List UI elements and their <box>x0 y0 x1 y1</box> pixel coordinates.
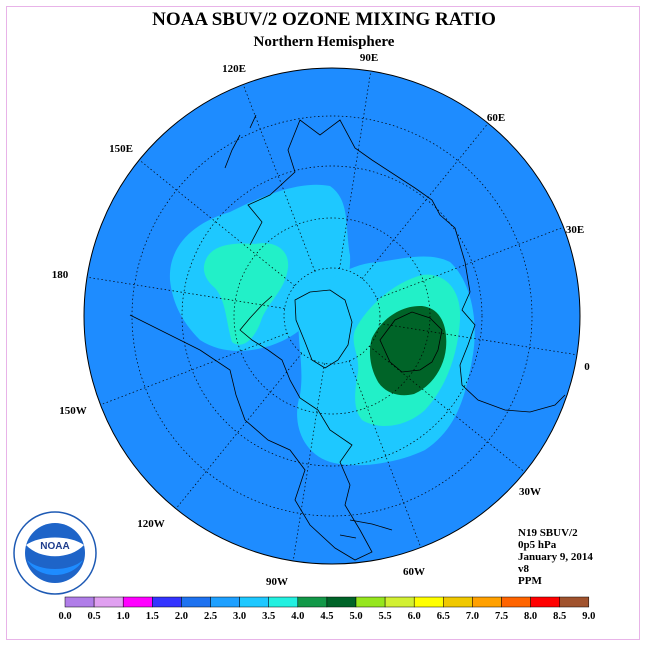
colorbar-swatch <box>326 596 357 608</box>
colorbar-swatch <box>530 596 560 608</box>
lon-label-90e: 90E <box>360 52 378 64</box>
latitude-circle-45n <box>181 165 483 467</box>
lon-label-120e: 120E <box>222 63 246 75</box>
meridian-line <box>86 276 285 309</box>
meridian-line <box>100 332 288 406</box>
lon-label-60e: 60E <box>487 112 505 124</box>
colorbar-tick-label: 8.5 <box>553 611 566 622</box>
figure-frame <box>6 6 640 640</box>
meridian-line <box>175 353 303 509</box>
noaa-logo: NOAA <box>13 511 97 595</box>
noaa-logo-text: NOAA <box>40 541 69 552</box>
lon-label-120w: 120W <box>137 518 165 530</box>
lon-label-90w: 90W <box>266 576 288 588</box>
colorbar-tick-label: 6.0 <box>408 611 421 622</box>
colorbar-swatch <box>413 596 444 608</box>
meridian-line <box>339 70 372 269</box>
meridian-line <box>139 159 295 287</box>
metadata-block: N19 SBUV/2 0p5 hPa January 9, 2014 v8 PP… <box>518 527 593 587</box>
coastline-japan <box>224 114 257 169</box>
coastline-europe <box>379 311 443 373</box>
polar-map-disk <box>83 67 581 565</box>
colorbar: 0.0 0.5 1.0 1.5 2.0 2.5 3.0 3.5 4.0 4.5 5.0 5.5 6.0 6… <box>58 596 595 622</box>
colorbar-tick-label: 0.0 <box>58 611 71 622</box>
colorbar-swatch <box>443 596 473 608</box>
latitude-circle-75n <box>283 267 381 365</box>
map-title: NOAA SBUV/2 OZONE MIXING RATIO <box>152 9 496 30</box>
meridian-line <box>292 363 325 562</box>
latitude-circle-60n <box>233 217 431 415</box>
colorbar-swatch <box>152 596 182 608</box>
colorbar-tick-label: 1.0 <box>117 611 130 622</box>
colorbar-tick-label: 5.0 <box>349 611 362 622</box>
coastlines <box>129 114 566 561</box>
lon-label-30w: 30W <box>519 486 541 498</box>
info-instrument: N19 SBUV/2 <box>518 527 578 539</box>
meridian-line <box>242 84 316 272</box>
colorbar-tick-label: 3.0 <box>233 611 246 622</box>
colorbar-swatch <box>559 596 590 608</box>
meridian-line <box>348 360 422 548</box>
lon-label-150w: 150W <box>59 405 87 417</box>
lon-label-60w: 60W <box>403 566 425 578</box>
meridian-line <box>369 345 525 473</box>
colorbar-tick-label: 7.0 <box>466 611 479 622</box>
colorbar-swatch <box>239 596 269 608</box>
colorbar-tick-label: 5.5 <box>379 611 392 622</box>
coastline-greenland <box>294 289 353 369</box>
colorbar-swatch <box>122 596 153 608</box>
colorbar-swatch <box>181 596 211 608</box>
coastline-caribbean <box>339 519 393 539</box>
map-subtitle: Northern Hemisphere <box>254 34 395 50</box>
colorbar-tick-label: 2.0 <box>175 611 188 622</box>
meridian-line <box>376 226 564 300</box>
colorbar-tick-label: 4.0 <box>291 611 304 622</box>
colorbar-swatch <box>384 596 415 608</box>
colorbar-swatch <box>268 596 299 608</box>
colorbar-swatch <box>93 596 124 608</box>
lon-label-0: 0 <box>584 361 590 373</box>
colorbar-tick-label: 7.5 <box>495 611 508 622</box>
meridian-line <box>361 123 489 279</box>
colorbar-swatch <box>64 596 95 608</box>
ozone-contour-3-5-west <box>203 243 289 345</box>
colorbar-tick-label: 8.0 <box>524 611 537 622</box>
info-date: January 9, 2014 <box>518 551 593 563</box>
colorbar-tick-label: 1.5 <box>146 611 159 622</box>
colorbar-tick-label: 9.0 <box>582 611 595 622</box>
colorbar-tick-label: 4.5 <box>320 611 333 622</box>
colorbar-swatch <box>472 596 502 608</box>
lon-label-150e: 150E <box>109 143 133 155</box>
colorbar-swatch <box>355 596 386 608</box>
meridian-line <box>379 323 578 356</box>
coastline-north-america <box>129 295 373 561</box>
colorbar-swatch <box>501 596 531 608</box>
colorbar-swatch <box>297 596 328 608</box>
lon-label-30e: 30E <box>566 224 584 236</box>
info-version: v8 <box>518 563 530 575</box>
lon-label-180: 180 <box>52 269 69 281</box>
colorbar-tick-label: 3.5 <box>262 611 275 622</box>
colorbar-swatch <box>210 596 240 608</box>
info-units: PPM <box>518 575 542 587</box>
colorbar-tick-label: 0.5 <box>88 611 101 622</box>
info-level: 0p5 hPa <box>518 539 557 551</box>
longitude-labels: 90E 60E 30E 0 30W 60W 90W 120W 150W 180 … <box>52 52 591 588</box>
coastline-eurasia <box>247 119 566 413</box>
colorbar-tick-label: 6.5 <box>437 611 450 622</box>
colorbar-tick-label: 2.5 <box>204 611 217 622</box>
